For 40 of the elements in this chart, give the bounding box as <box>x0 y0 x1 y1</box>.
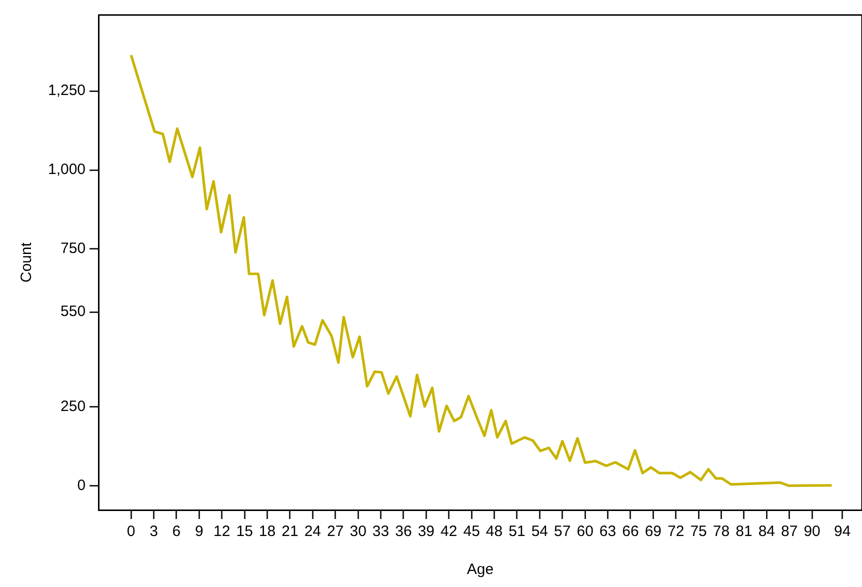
x-tick-label: 15 <box>236 523 253 540</box>
x-tick-label: 30 <box>350 523 366 540</box>
x-tick-label: 69 <box>644 523 662 540</box>
x-tick-label: 42 <box>440 523 458 540</box>
x-tick-label: 81 <box>736 523 752 540</box>
x-tick-label: 87 <box>781 523 798 540</box>
x-tick-label: 36 <box>395 523 412 540</box>
y-tick-label: 1,000 <box>48 161 86 178</box>
x-tick-label: 33 <box>372 523 390 540</box>
x-tick-label: 12 <box>214 523 230 540</box>
x-tick-label: 39 <box>418 523 435 540</box>
y-tick-label: 1,250 <box>48 82 86 100</box>
x-tick-label: 45 <box>463 523 480 540</box>
x-tick-label: 54 <box>531 523 548 540</box>
x-tick-label: 84 <box>758 523 776 540</box>
x-tick-label: 57 <box>554 523 571 540</box>
x-tick-label: 18 <box>258 523 276 540</box>
x-tick-label: 6 <box>172 523 181 540</box>
x-axis-title: Age <box>466 561 494 578</box>
x-tick-label: 78 <box>712 523 730 540</box>
x-tick-label: 48 <box>486 523 503 540</box>
x-tick-label: 21 <box>282 523 298 540</box>
x-tick-label: 51 <box>508 523 526 540</box>
x-tick-label: 27 <box>327 523 344 540</box>
y-tick-label: 750 <box>60 240 86 258</box>
x-tick-label: 9 <box>195 523 204 540</box>
y-tick-label: 550 <box>60 303 86 320</box>
y-tick-label: 250 <box>60 398 86 415</box>
x-tick-label: 24 <box>304 523 322 540</box>
x-tick-label: 72 <box>668 523 684 540</box>
x-tick-label: 66 <box>622 523 639 540</box>
x-tick-label: 3 <box>150 523 158 540</box>
x-tick-label: 90 <box>804 523 820 540</box>
x-tick-label: 63 <box>599 523 616 540</box>
y-axis-title: Count <box>18 242 36 283</box>
x-tick-label: 94 <box>834 523 851 540</box>
x-tick-label: 0 <box>126 523 136 540</box>
x-tick-label: 60 <box>576 523 594 540</box>
y-tick-label: 0 <box>77 476 86 494</box>
x-tick-label: 75 <box>690 523 707 540</box>
